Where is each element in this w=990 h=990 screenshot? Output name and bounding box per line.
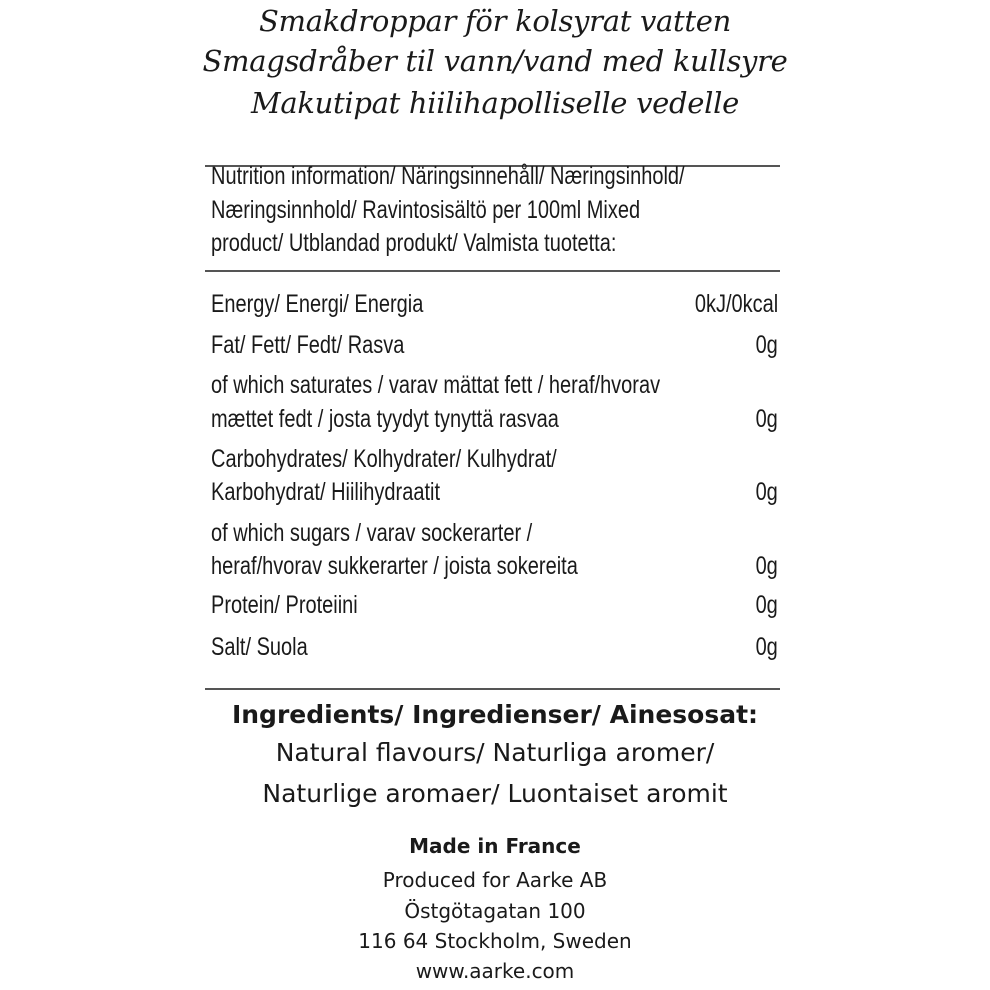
salt-value: 0g	[755, 633, 778, 661]
salt-label: Salt/ Suola	[211, 633, 308, 661]
saturates-value: 0g	[755, 405, 778, 433]
carbohydrates-label: Carbohydrates/ Kolhydrater/ Kulhydrat/	[211, 445, 557, 473]
ingredients-heading: Ingredients/ Ingredienser/ Ainesosat:	[231, 700, 759, 729]
ingredients-line: Naturlige aromaer/ Luontaiset aromit	[262, 779, 728, 808]
nutrition-header-line: Næringsinnhold/ Ravintosisältö per 100ml…	[211, 196, 641, 224]
divider	[205, 270, 780, 272]
address-city: 116 64 Stockholm, Sweden	[358, 929, 632, 953]
website-link[interactable]: www.aarke.com	[415, 959, 575, 983]
made-in-label: Made in France	[409, 834, 581, 858]
fat-label: Fat/ Fett/ Fedt/ Rasva	[211, 331, 405, 359]
sugars-value: 0g	[755, 552, 778, 580]
divider	[205, 165, 780, 167]
protein-value: 0g	[755, 591, 778, 619]
title-line-sv: Smakdroppar för kolsyrat vatten	[258, 4, 731, 38]
saturates-label: mættet fedt / josta tyydyt tynyttä rasva…	[211, 405, 559, 433]
carbohydrates-label: Karbohydrat/ Hiilihydraatit	[211, 478, 440, 506]
saturates-label: of which saturates / varav mättat fett /…	[211, 371, 661, 399]
divider	[205, 688, 780, 690]
nutrition-header-line: Nutrition information/ Näringsinnehåll/ …	[211, 162, 685, 190]
carbohydrates-value: 0g	[755, 478, 778, 506]
fat-value: 0g	[755, 331, 778, 359]
protein-label: Protein/ Proteiini	[211, 591, 358, 619]
energy-label: Energy/ Energi/ Energia	[211, 290, 424, 318]
sugars-label: heraf/hvorav sukkerarter / joista sokere…	[211, 552, 578, 580]
sugars-label: of which sugars / varav sockerarter /	[211, 519, 533, 547]
ingredients-line: Natural flavours/ Naturliga aromer/	[275, 738, 715, 767]
address-street: Östgötagatan 100	[404, 899, 586, 923]
nutrition-header-line: product/ Utblandad produkt/ Valmista tuo…	[211, 229, 617, 257]
title-line-no-da: Smagsdråber til vann/vand med kullsyre	[202, 44, 788, 78]
title-line-fi: Makutipat hiilihapolliselle vedelle	[251, 86, 739, 120]
energy-value: 0kJ/0kcal	[694, 290, 778, 318]
producer-line: Produced for Aarke AB	[382, 868, 608, 892]
